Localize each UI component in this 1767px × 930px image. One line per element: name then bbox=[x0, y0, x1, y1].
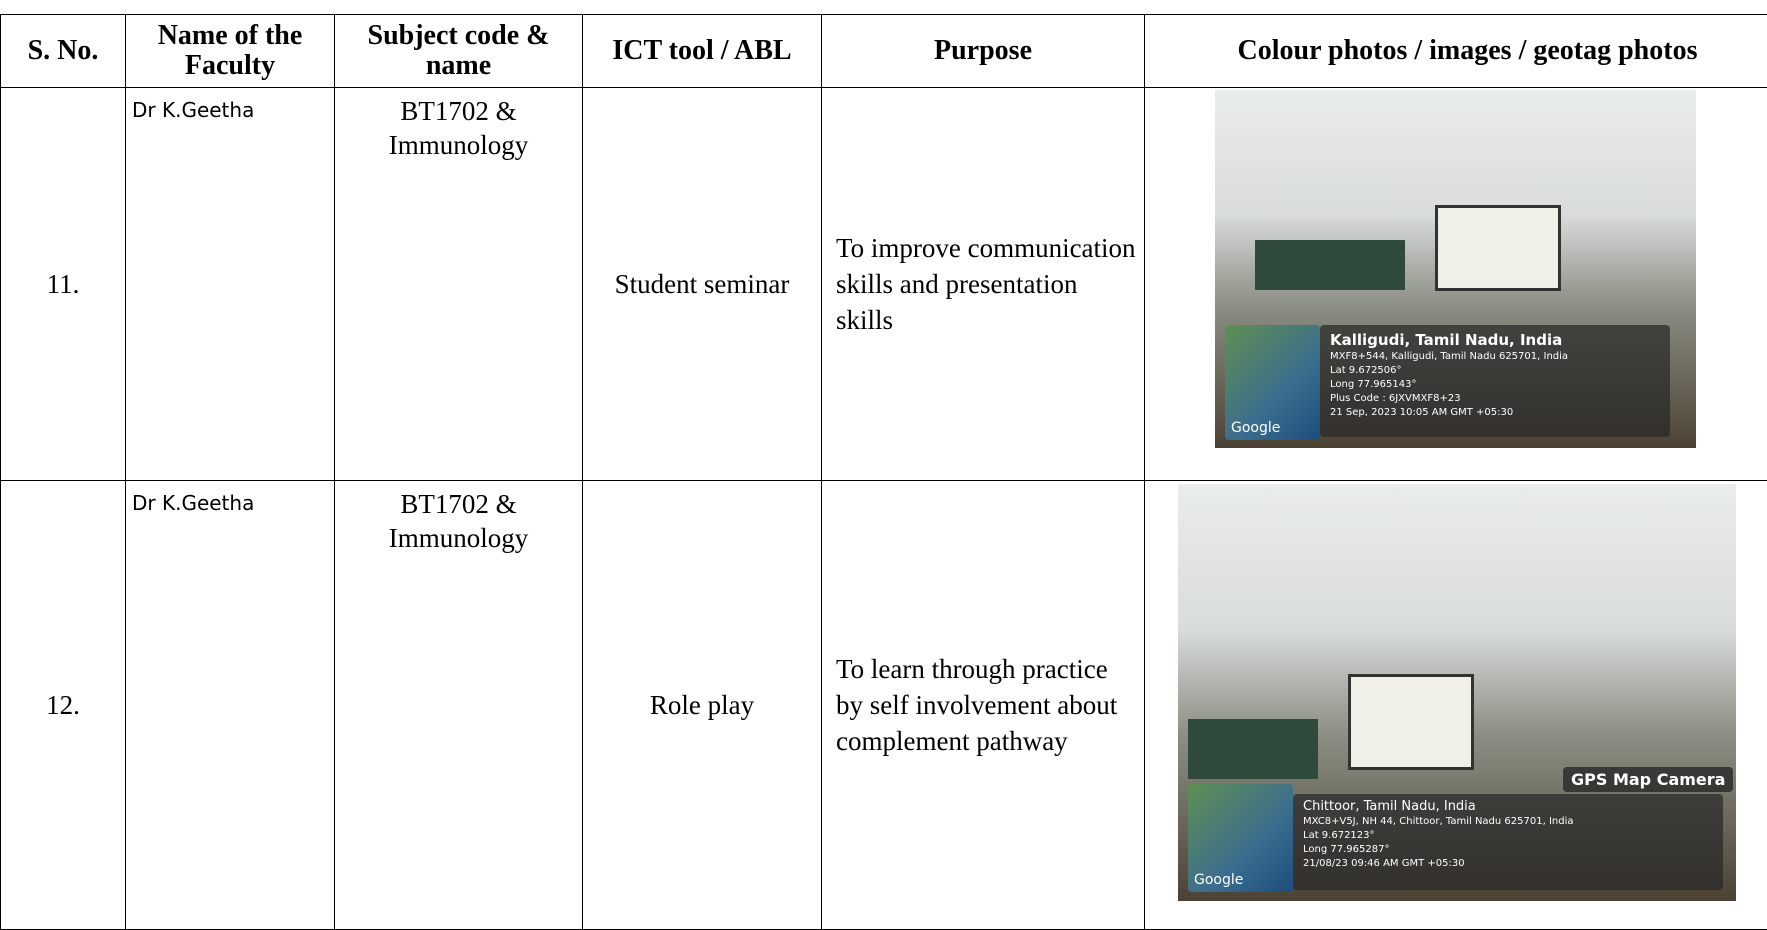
map-thumb: Google bbox=[1188, 784, 1293, 892]
tool: Role play bbox=[583, 481, 822, 930]
plus-code: Plus Code : 6JXVMXF8+23 bbox=[1330, 393, 1461, 404]
subject-text: BT1702 & Immunology bbox=[374, 94, 544, 162]
faculty: Dr K.Geetha bbox=[126, 88, 335, 481]
long: Long 77.965287° bbox=[1303, 844, 1389, 855]
header-cell: ICT tool / ABL bbox=[583, 15, 822, 88]
purpose: To learn through practice by self involv… bbox=[822, 481, 1145, 930]
faculty: Dr K.Geetha bbox=[126, 481, 335, 930]
long: Long 77.965143° bbox=[1330, 379, 1416, 390]
activity-table: S. No. Name of the Faculty Subject code … bbox=[0, 14, 1767, 930]
place: Kalligudi, Tamil Nadu, India bbox=[1330, 331, 1562, 349]
lat: Lat 9.672123° bbox=[1303, 830, 1375, 841]
photo-cell: GPS Map Camera Google Chittoor, Tamil Na… bbox=[1145, 481, 1767, 930]
photo: GPS Map Camera Google Chittoor, Tamil Na… bbox=[1178, 484, 1736, 901]
serial: 11. bbox=[1, 88, 126, 481]
address: MXC8+V5J, NH 44, Chittoor, Tamil Nadu 62… bbox=[1303, 816, 1574, 827]
map-label: Google bbox=[1194, 872, 1243, 888]
screen bbox=[1348, 674, 1474, 770]
place: Chittoor, Tamil Nadu, India bbox=[1303, 799, 1476, 814]
header-row: S. No. Name of the Faculty Subject code … bbox=[1, 15, 1767, 88]
geotag: Chittoor, Tamil Nadu, India MXC8+V5J, NH… bbox=[1293, 794, 1723, 890]
geotag: Kalligudi, Tamil Nadu, India MXF8+544, K… bbox=[1320, 325, 1670, 437]
screen bbox=[1435, 205, 1561, 291]
purpose: To improve communication skills and pres… bbox=[822, 88, 1145, 481]
row: 12. Dr K.Geetha BT1702 & Immunology Role… bbox=[1, 481, 1767, 930]
tool: Student seminar bbox=[583, 88, 822, 481]
photo: Google Kalligudi, Tamil Nadu, India MXF8… bbox=[1215, 90, 1696, 448]
header-cell: Purpose bbox=[822, 15, 1145, 88]
time: 21 Sep, 2023 10:05 AM GMT +05:30 bbox=[1330, 407, 1513, 418]
map-thumb: Google bbox=[1225, 325, 1320, 440]
header-cell: Name of the Faculty bbox=[126, 15, 335, 88]
time: 21/08/23 09:46 AM GMT +05:30 bbox=[1303, 858, 1465, 869]
map-label: Google bbox=[1231, 420, 1280, 436]
subject-text: BT1702 & Immunology bbox=[374, 487, 544, 555]
board bbox=[1188, 719, 1318, 779]
serial: 12. bbox=[1, 481, 126, 930]
header-cell: Colour photos / images / geotag photos bbox=[1145, 15, 1767, 88]
subject: BT1702 & Immunology bbox=[335, 88, 583, 481]
photo-cell: Google Kalligudi, Tamil Nadu, India MXF8… bbox=[1145, 88, 1767, 481]
header-cell: S. No. bbox=[1, 15, 126, 88]
address: MXF8+544, Kalligudi, Tamil Nadu 625701, … bbox=[1330, 351, 1568, 362]
row: 11. Dr K.Geetha BT1702 & Immunology Stud… bbox=[1, 88, 1767, 481]
header-cell: Subject code & name bbox=[335, 15, 583, 88]
lat: Lat 9.672506° bbox=[1330, 365, 1402, 376]
subject: BT1702 & Immunology bbox=[335, 481, 583, 930]
badge: GPS Map Camera bbox=[1563, 767, 1733, 792]
board bbox=[1255, 240, 1405, 290]
